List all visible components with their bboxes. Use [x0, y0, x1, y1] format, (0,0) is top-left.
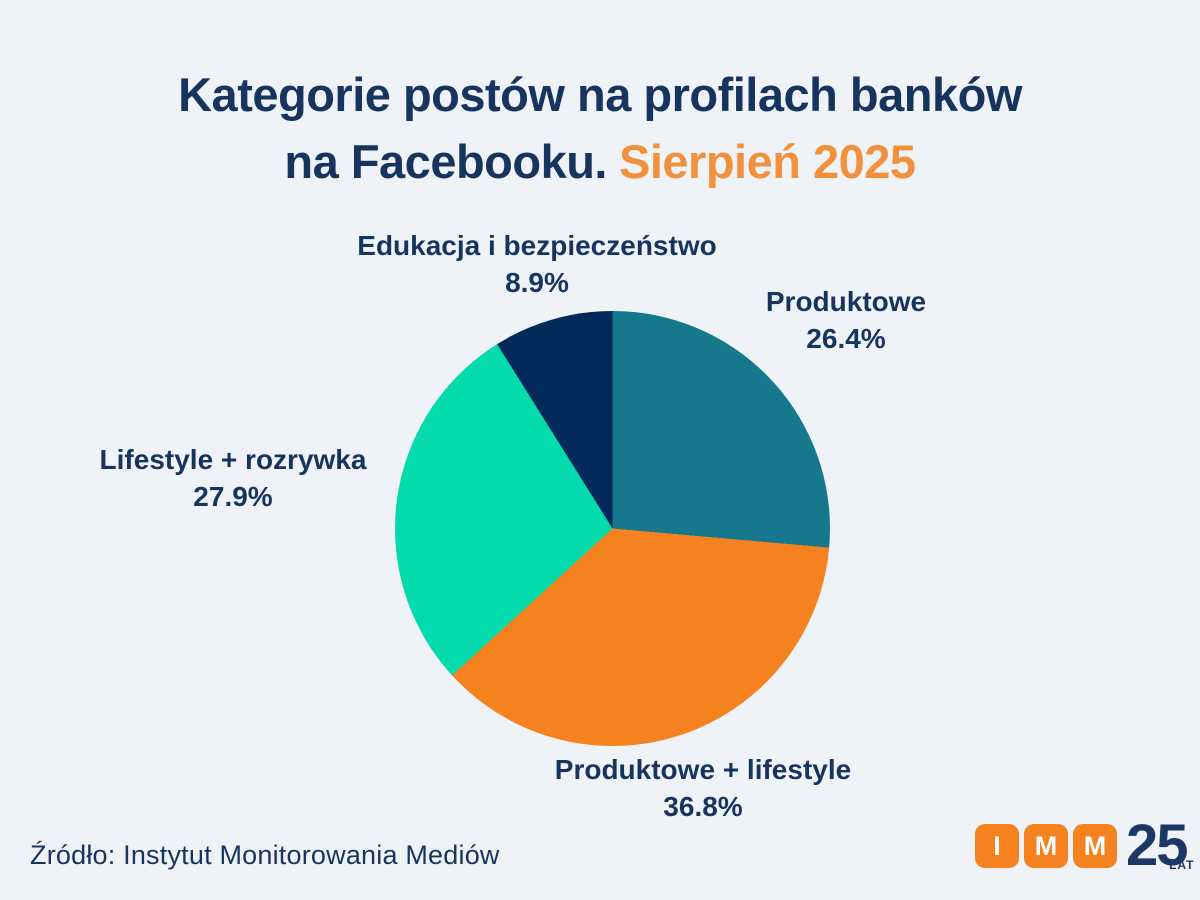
slice-percent: 27.9% [193, 480, 273, 512]
slice-label-produktowe-lifestyle: Produktowe + lifestyle 36.8% [503, 752, 903, 826]
slice-percent: 26.4% [806, 322, 886, 354]
slice-percent: 36.8% [663, 790, 743, 822]
logo-letter: M [1034, 830, 1058, 861]
slice-name: Produktowe [765, 286, 927, 317]
logo-letter: I [993, 830, 1001, 861]
slice-name: Edukacja i bezpieczeństwo [357, 230, 717, 261]
imm-logo: I M M 25 LAT [975, 817, 1193, 875]
title-line2-accent: Sierpień 2025 [619, 134, 916, 188]
title-line1: Kategorie postów na profilach banków [178, 68, 1022, 121]
slice-name: Lifestyle + rozrywka [99, 444, 367, 475]
slice-label-edukacja: Edukacja i bezpieczeństwo 8.9% [337, 228, 737, 302]
slice-name: Produktowe + lifestyle [554, 754, 852, 785]
logo-number-text: 25 [1126, 813, 1188, 878]
logo-letter: M [1083, 830, 1107, 861]
source-credit: Źródło: Instytut Monitorowania Mediów [30, 840, 500, 870]
title-line2-dark: na Facebooku. [284, 134, 607, 188]
pie-chart [395, 311, 830, 746]
logo-letter-box: M [1073, 824, 1117, 868]
logo-letter-box: M [1024, 824, 1068, 868]
slice-label-lifestyle-rozrywka: Lifestyle + rozrywka 27.9% [33, 442, 433, 516]
logo-lat-suffix: LAT [1169, 858, 1195, 872]
slice-percent: 8.9% [505, 266, 569, 298]
slice-label-produktowe: Produktowe 26.4% [696, 284, 996, 358]
logo-letter-box: I [975, 824, 1019, 868]
page-title: Kategorie postów na profilach banków na … [0, 62, 1200, 195]
logo-anniversary-number: 25 LAT [1126, 817, 1193, 875]
